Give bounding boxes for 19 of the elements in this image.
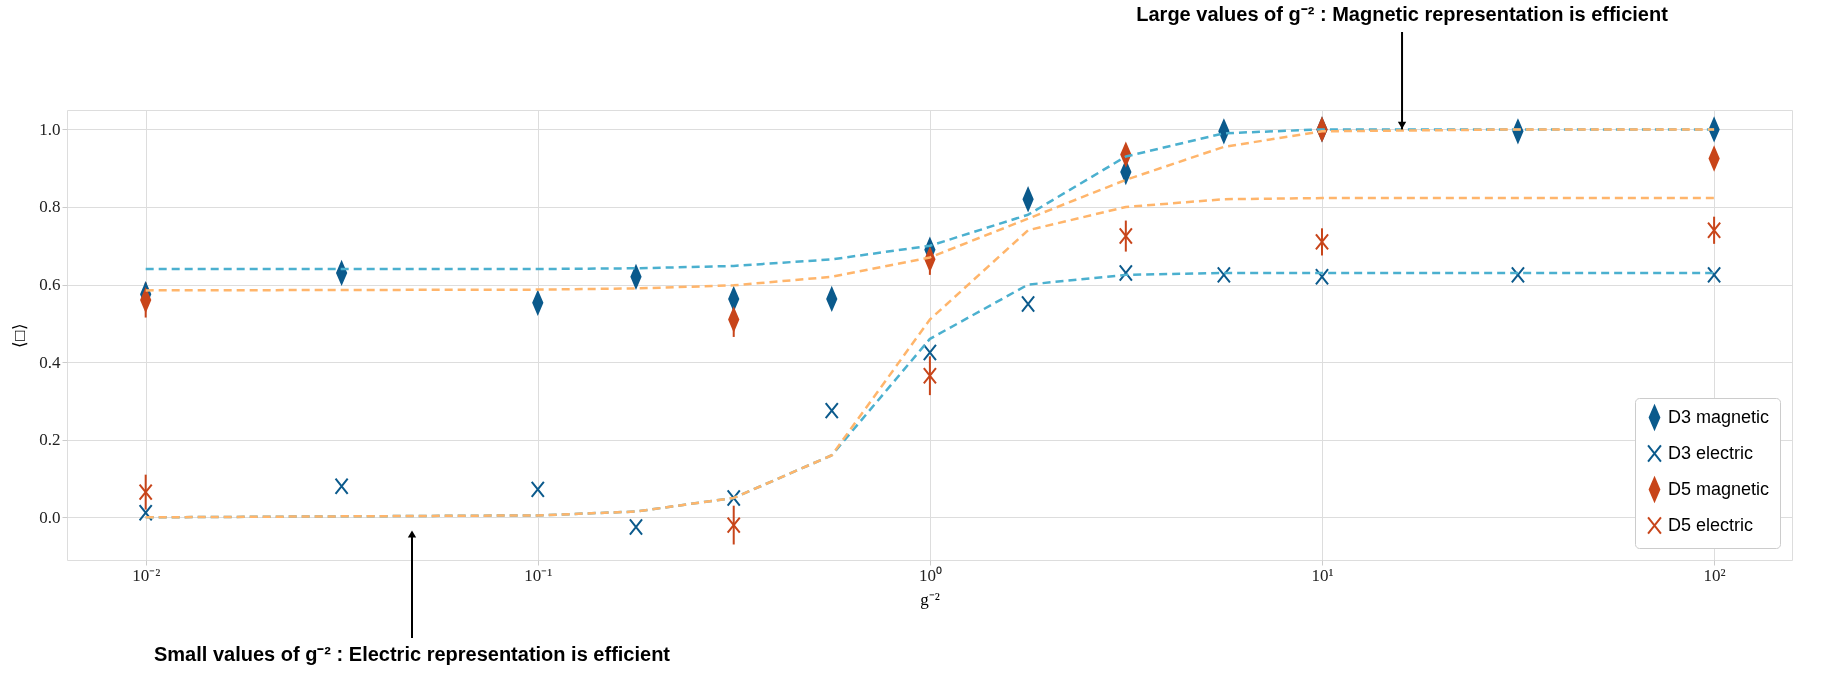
y-tick-label: 0.8: [39, 197, 61, 217]
x-tick-label: 10²: [1703, 565, 1726, 585]
legend-label: D5 magnetic: [1668, 478, 1770, 499]
x-tick-label: 10⁰: [918, 565, 942, 585]
y-tick-label: 0.0: [39, 507, 61, 527]
y-tick-label: 0.2: [39, 430, 61, 450]
x-tick-label: 10¹: [1311, 565, 1334, 585]
legend-label: D3 electric: [1668, 442, 1754, 463]
y-tick-label: 0.4: [39, 352, 61, 372]
x-axis-title: g⁻²: [920, 589, 940, 609]
y-tick-label: 0.6: [39, 275, 61, 295]
x-tick-label: 10⁻²: [132, 565, 161, 585]
y-axis-title: ⟨□⟩: [10, 323, 30, 348]
text: Small values of g⁻² : Electric representation is efficient: [153, 643, 671, 665]
legend-label: D3 magnetic: [1668, 406, 1770, 427]
y-tick-label: 1.0: [39, 119, 61, 139]
legend-label: D5 electric: [1668, 514, 1754, 535]
x-tick-label: 10⁻¹: [524, 565, 553, 585]
annotation: Large values of g⁻² : Magnetic representation is efficient: [1136, 3, 1669, 25]
